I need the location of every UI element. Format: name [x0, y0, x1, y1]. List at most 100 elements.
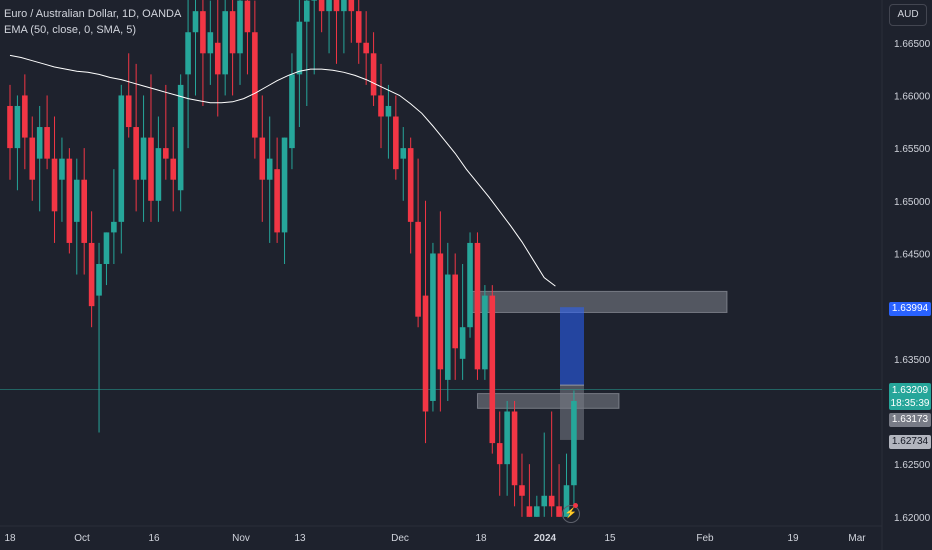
candle-body [519, 485, 525, 496]
candle-body [571, 401, 577, 485]
candle-body [96, 264, 102, 296]
candle-body [438, 253, 444, 369]
candle-body [37, 127, 43, 159]
time-tick-label: Mar [848, 533, 866, 544]
candle-body [89, 243, 95, 306]
candle-body [104, 232, 110, 264]
price-tick-label: 1.65000 [894, 197, 931, 208]
candle-body [467, 243, 473, 327]
candle-body [378, 95, 384, 116]
candle-body [289, 74, 295, 148]
candle-body [126, 95, 132, 127]
candle-body [52, 159, 58, 212]
candle-body [393, 117, 399, 170]
candle-body [81, 180, 87, 243]
ema-indicator-label[interactable]: EMA (50, close, 0, SMA, 5) [4, 22, 181, 38]
currency-button[interactable]: AUD [889, 4, 927, 26]
candle-body [193, 11, 199, 32]
price-tick-label: 1.63500 [894, 355, 931, 366]
candle-body [527, 506, 533, 517]
candle-body [334, 0, 340, 11]
supply-demand-zone [477, 394, 619, 409]
time-tick-label: Dec [391, 533, 409, 544]
candle-body [267, 159, 273, 180]
candle-body [200, 11, 206, 53]
candle-body [208, 32, 214, 53]
time-tick-label: 13 [294, 533, 306, 544]
candle-body [400, 148, 406, 159]
candle-body [252, 32, 258, 137]
candle-body [74, 180, 80, 222]
price-tick-label: 1.65500 [894, 144, 931, 155]
candle-body [237, 1, 243, 54]
lightning-icon[interactable]: ⚡ [562, 505, 580, 523]
candle-body [356, 11, 362, 43]
candle-body [490, 296, 496, 443]
candle-body [15, 106, 21, 148]
price-tick-label: 1.62500 [894, 460, 931, 471]
symbol-title[interactable]: Euro / Australian Dollar, 1D, OANDA [4, 6, 181, 22]
position-target-area [560, 307, 584, 385]
candle-body [349, 0, 355, 11]
target-price-tag: 1.63994 [889, 302, 931, 316]
time-tick-label: 18 [4, 533, 16, 544]
candle-body [341, 0, 347, 11]
candle-body [541, 496, 547, 507]
time-tick-label: Nov [232, 533, 250, 544]
time-tick-label: Feb [696, 533, 714, 544]
candle-body [215, 43, 221, 75]
time-tick-label: 15 [604, 533, 616, 544]
time-tick-label: 19 [787, 533, 799, 544]
candle-body [44, 127, 50, 159]
candle-body [423, 296, 429, 412]
candle-body [363, 43, 369, 54]
candle-body [549, 496, 555, 507]
candle-body [282, 138, 288, 233]
candle-body [22, 95, 28, 137]
price-tick-label: 1.66000 [894, 91, 931, 102]
candle-body [230, 11, 236, 53]
candle-body [371, 53, 377, 95]
candle-body [274, 169, 280, 232]
candle-body [326, 0, 332, 11]
candle-body [311, 0, 317, 1]
candle-body [319, 0, 325, 11]
candle-body [7, 106, 13, 148]
candle-body [452, 275, 458, 349]
price-tick-label: 1.66500 [894, 39, 931, 50]
candle-body [304, 1, 310, 22]
current-price: 1.63209 [889, 384, 931, 397]
zone-price-tag: 1.63173 [889, 413, 931, 427]
time-tick-label: 18 [475, 533, 487, 544]
candle-body [415, 222, 421, 317]
price-tick-label: 1.62000 [894, 513, 931, 524]
candle-body [386, 106, 392, 117]
candle-body [170, 159, 176, 180]
candle-body [408, 148, 414, 222]
candle-body [156, 148, 162, 201]
candle-body [497, 443, 503, 464]
bar-countdown: 18:35:39 [889, 397, 931, 410]
candle-body [460, 327, 466, 359]
candle-body [119, 95, 125, 221]
candle-body [178, 85, 184, 190]
notification-dot [573, 503, 578, 508]
candle-body [512, 411, 518, 485]
time-tick-label: Oct [74, 533, 90, 544]
candle-body [445, 275, 451, 380]
candle-body [504, 411, 510, 464]
candle-body [222, 11, 228, 74]
candle-body [133, 127, 139, 180]
candle-body [534, 506, 540, 517]
supply-demand-zone [470, 291, 727, 312]
candle-body [259, 138, 265, 180]
candle-body [475, 243, 481, 369]
current-price-tag: 1.63209 18:35:39 [889, 383, 931, 410]
price-tick-label: 1.64500 [894, 249, 931, 260]
candle-body [59, 159, 65, 180]
candle-body [297, 22, 303, 75]
candle-body [141, 138, 147, 180]
candle-body [29, 138, 35, 180]
